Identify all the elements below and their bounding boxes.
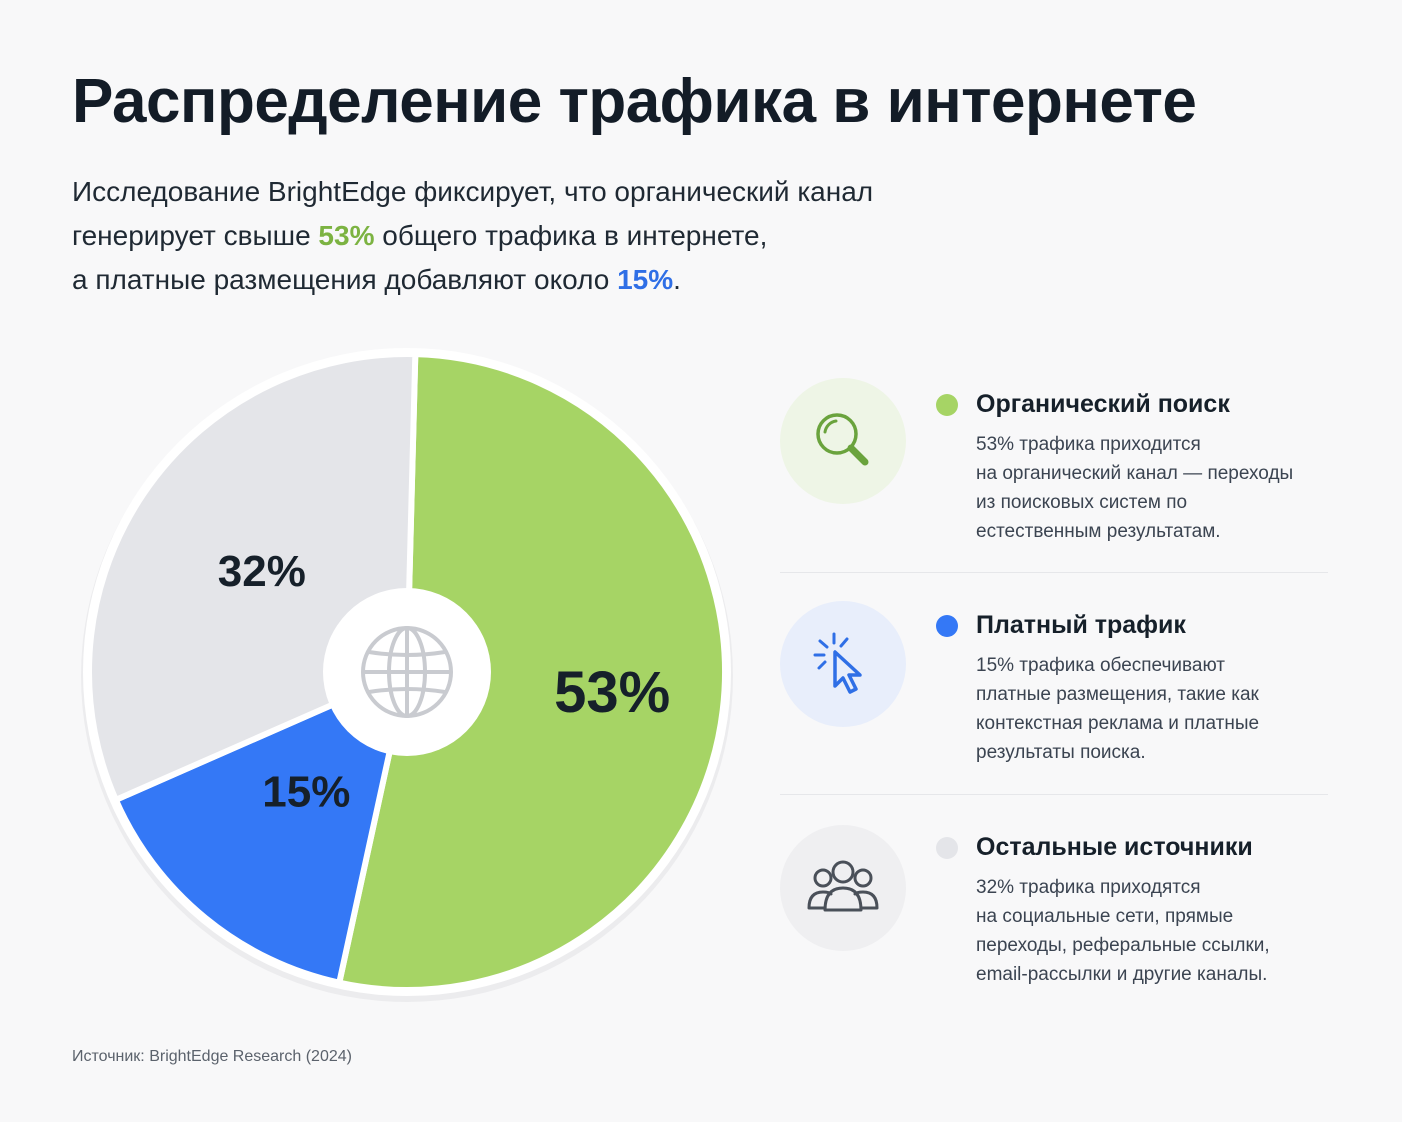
desc-line: на органический канал — переходы bbox=[976, 463, 1294, 484]
legend: Органический поиск 53% трафика приходитс… bbox=[780, 378, 1328, 1016]
subtitle-line-3: а платные размещения добавляют около 15%… bbox=[72, 258, 972, 302]
desc-line: email-рассылки и другие каналы. bbox=[976, 964, 1268, 985]
other-icon-badge bbox=[780, 825, 906, 951]
subtitle-text: генерирует свыше bbox=[72, 220, 319, 251]
subtitle-text: а платные размещения добавляют около bbox=[72, 264, 618, 295]
pie-label-other: 32% bbox=[218, 547, 306, 596]
other-legend-dot bbox=[936, 837, 958, 859]
desc-line: естественным результатам. bbox=[976, 521, 1221, 542]
subtitle-text: . bbox=[673, 264, 681, 295]
globe-icon bbox=[361, 626, 453, 718]
subtitle-text: общего трафика в интернете, bbox=[374, 220, 768, 251]
desc-line: контекстная реклама и платные bbox=[976, 713, 1260, 734]
organic-legend-dot bbox=[936, 394, 958, 416]
legend-item-organic: Органический поиск 53% трафика приходитс… bbox=[780, 378, 1328, 600]
desc-line: из поисковых систем по bbox=[976, 492, 1188, 513]
traffic-pie-chart: 53% 15% 32% bbox=[70, 325, 750, 1025]
desc-line: 32% трафика приходятся bbox=[976, 877, 1201, 898]
legend-item-paid: Платный трафик 15% трафика обеспечивают … bbox=[780, 572, 1328, 794]
source-note: Источник: BrightEdge Research (2024) bbox=[72, 1048, 352, 1065]
cursor-click-icon bbox=[813, 632, 862, 694]
paid-share-highlight: 15% bbox=[617, 264, 674, 295]
pie-slice-organic bbox=[336, 351, 728, 993]
desc-line: переходы, реферальные ссылки, bbox=[976, 935, 1270, 956]
subtitle-line-2: генерирует свыше 53% общего трафика в ин… bbox=[72, 214, 972, 258]
legend-title-organic: Органический поиск bbox=[976, 390, 1230, 418]
legend-desc-other: 32% трафика приходятся на социальные сет… bbox=[976, 873, 1326, 989]
users-icon bbox=[807, 860, 879, 912]
desc-line: 53% трафика приходится bbox=[976, 434, 1201, 455]
pie-label-organic: 53% bbox=[554, 660, 670, 725]
desc-line: на социальные сети, прямые bbox=[976, 906, 1234, 927]
paid-icon-badge bbox=[780, 601, 906, 727]
page-subtitle: Исследование BrightEdge фиксирует, что о… bbox=[72, 170, 972, 302]
pie-chart-svg: 53% 15% 32% bbox=[81, 348, 733, 1002]
desc-line: платные размещения, такие как bbox=[976, 684, 1259, 705]
organic-icon-badge bbox=[780, 378, 906, 504]
page-title: Распределение трафика в интернете bbox=[72, 67, 1197, 136]
organic-share-highlight: 53% bbox=[318, 220, 375, 251]
pie-slice-paid bbox=[112, 669, 410, 986]
paid-legend-dot bbox=[936, 615, 958, 637]
legend-title-other: Остальные источники bbox=[976, 833, 1253, 861]
legend-title-paid: Платный трафик bbox=[976, 611, 1186, 639]
pie-label-paid: 15% bbox=[262, 768, 350, 817]
desc-line: результаты поиска. bbox=[976, 742, 1146, 763]
legend-desc-organic: 53% трафика приходится на органический к… bbox=[976, 430, 1326, 546]
subtitle-line-1: Исследование BrightEdge фиксирует, что о… bbox=[72, 176, 874, 207]
legend-item-other: Остальные источники 32% трафика приходят… bbox=[780, 794, 1328, 1016]
search-icon bbox=[816, 413, 869, 466]
desc-line: 15% трафика обеспечивают bbox=[976, 655, 1225, 676]
legend-desc-paid: 15% трафика обеспечивают платные размеще… bbox=[976, 651, 1326, 767]
